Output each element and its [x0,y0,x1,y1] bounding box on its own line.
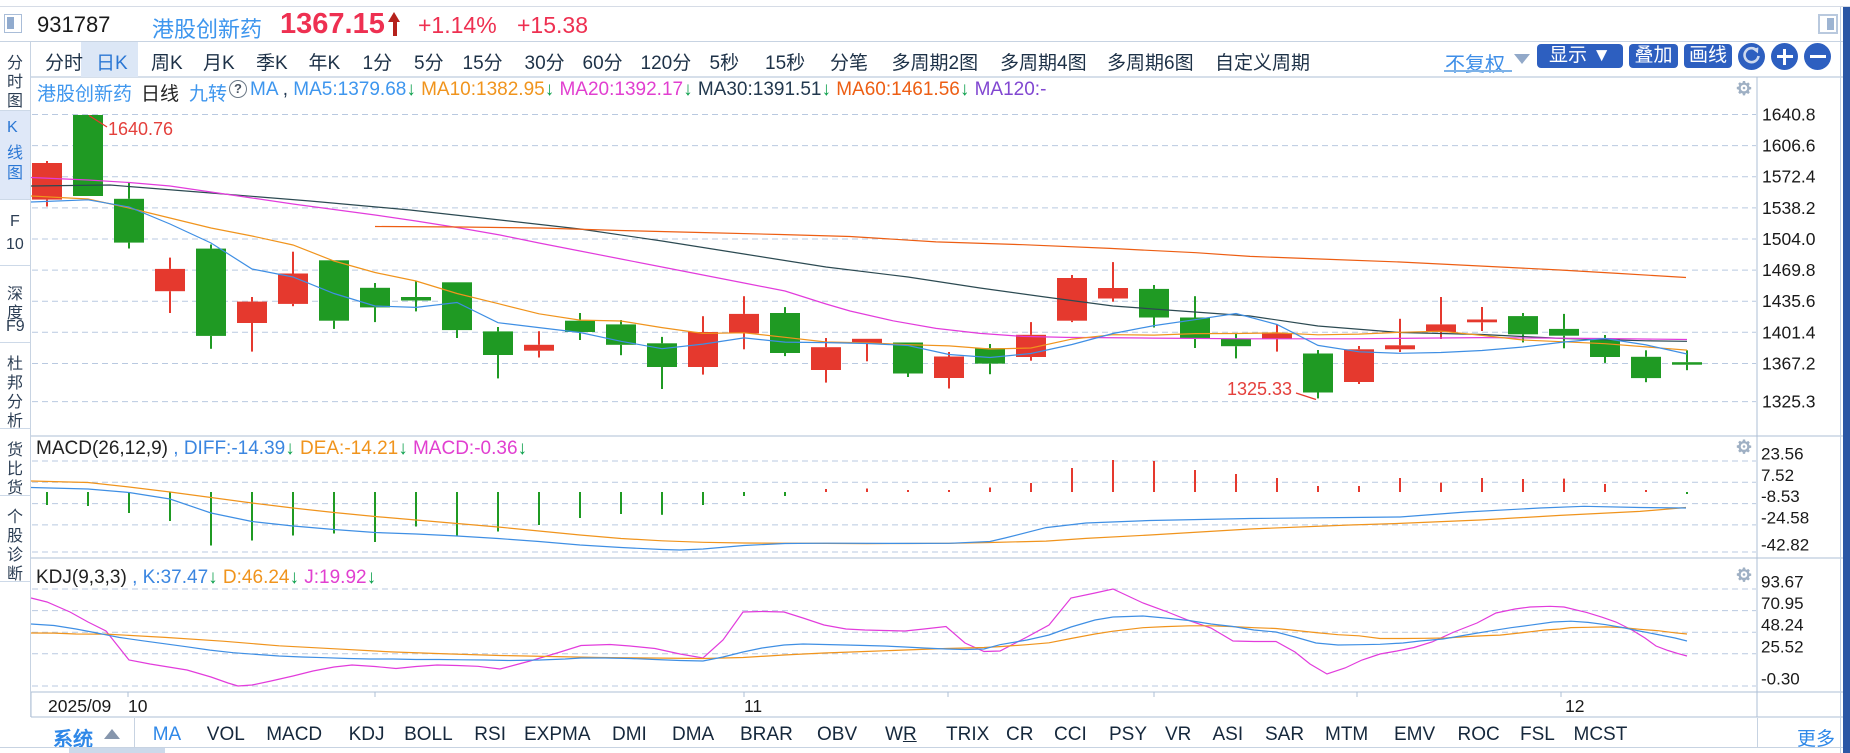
svg-text:11: 11 [744,696,762,716]
svg-text:1572.4: 1572.4 [1762,167,1816,187]
svg-text:2025/09: 2025/09 [48,696,111,716]
svg-text:1325.33: 1325.33 [1227,379,1292,399]
svg-text:70.95: 70.95 [1761,594,1804,613]
svg-text:-42.82: -42.82 [1761,536,1809,555]
svg-text:93.67: 93.67 [1761,573,1804,592]
svg-text:1325.3: 1325.3 [1762,392,1816,412]
svg-text:7.52: 7.52 [1761,466,1794,485]
svg-text:-24.58: -24.58 [1761,508,1809,527]
svg-text:1469.8: 1469.8 [1762,260,1816,280]
svg-text:10: 10 [128,696,148,716]
svg-text:1504.0: 1504.0 [1762,229,1816,249]
svg-text:1606.6: 1606.6 [1762,136,1816,156]
svg-text:1435.6: 1435.6 [1762,291,1816,311]
svg-text:1367.2: 1367.2 [1762,354,1816,374]
svg-text:1538.2: 1538.2 [1762,198,1816,218]
svg-text:12: 12 [1565,696,1584,716]
svg-text:-8.53: -8.53 [1761,487,1800,506]
svg-text:25.52: 25.52 [1761,637,1804,656]
svg-text:48.24: 48.24 [1761,616,1804,635]
svg-text:1401.4: 1401.4 [1762,322,1816,342]
svg-text:-0.30: -0.30 [1761,670,1800,689]
svg-text:1640.76: 1640.76 [108,119,173,139]
svg-text:1640.8: 1640.8 [1762,105,1816,125]
svg-text:23.56: 23.56 [1761,445,1804,464]
